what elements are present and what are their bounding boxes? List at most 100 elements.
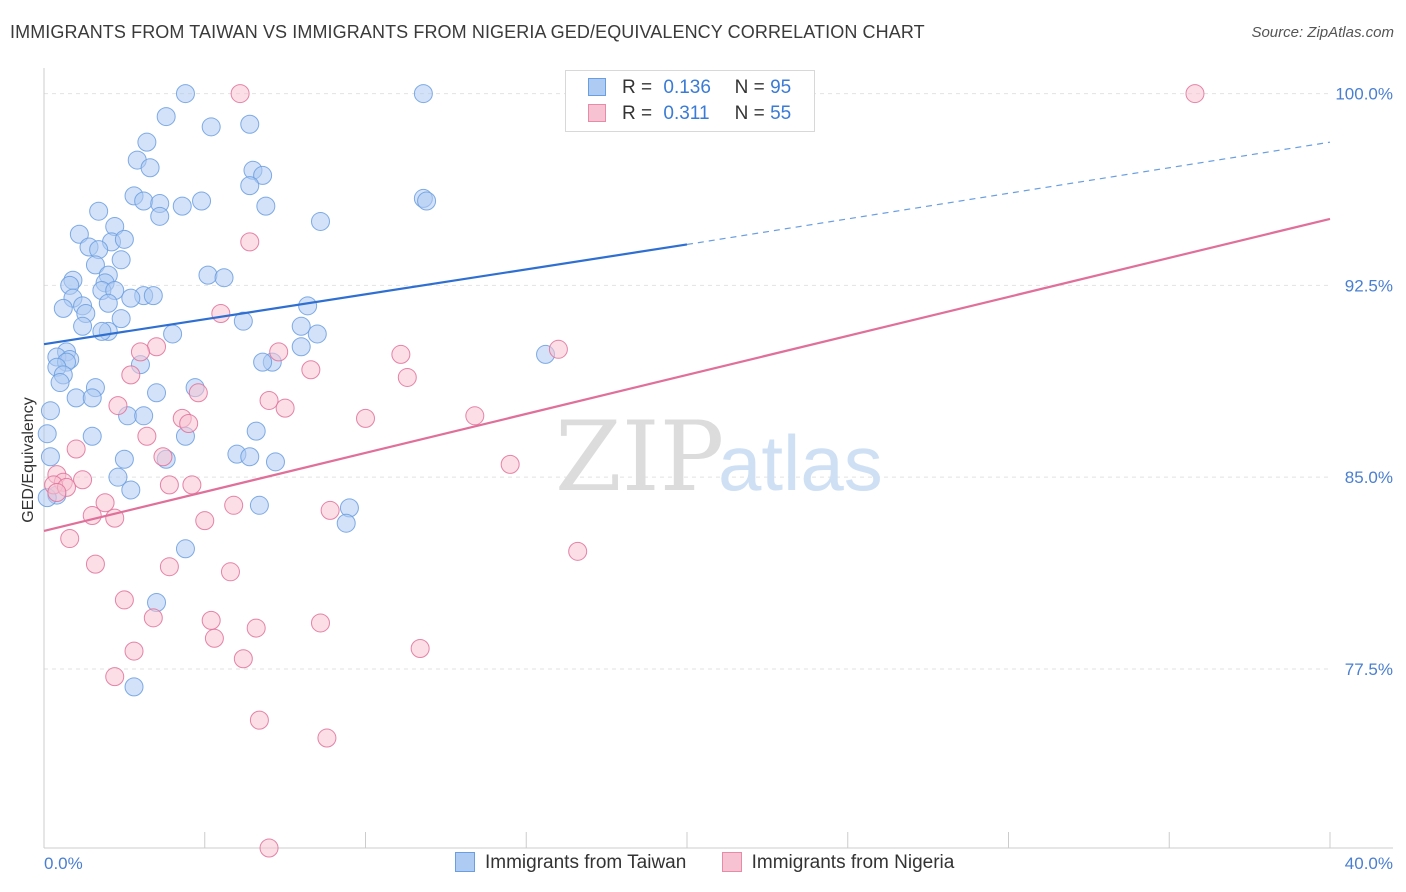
point-nigeria <box>85 554 105 574</box>
point-nigeria <box>269 342 289 362</box>
point-taiwan <box>240 114 260 134</box>
point-taiwan <box>417 191 437 211</box>
point-taiwan <box>143 286 163 306</box>
point-taiwan <box>92 321 112 341</box>
point-nigeria <box>60 529 80 549</box>
point-nigeria <box>182 475 202 495</box>
point-taiwan <box>256 196 276 216</box>
point-taiwan <box>114 229 134 249</box>
point-taiwan <box>82 388 102 408</box>
trend-line-taiwan-extension <box>686 141 1331 246</box>
point-taiwan <box>240 176 260 196</box>
r-value-taiwan: 0.136 <box>663 77 711 98</box>
point-nigeria <box>397 367 417 387</box>
point-taiwan <box>134 191 154 211</box>
r-value-nigeria: 0.311 <box>663 103 710 124</box>
point-taiwan <box>89 201 109 221</box>
n-label: N = <box>734 103 765 124</box>
point-taiwan <box>37 424 57 444</box>
r-label: R = <box>622 103 653 124</box>
point-nigeria <box>230 84 250 104</box>
y-tick-label: 100.0% <box>1335 85 1393 104</box>
watermark-zip: ZIP <box>555 401 724 513</box>
x-tick-label-min: 0.0% <box>44 854 83 873</box>
series-swatch-taiwan <box>455 852 475 872</box>
point-taiwan <box>175 84 195 104</box>
point-taiwan <box>172 196 192 216</box>
legend-swatch-taiwan <box>588 78 606 96</box>
point-taiwan <box>249 495 269 515</box>
point-taiwan <box>201 117 221 137</box>
point-taiwan <box>291 337 311 357</box>
data-points <box>37 84 1205 858</box>
point-taiwan <box>413 84 433 104</box>
point-nigeria <box>391 344 411 364</box>
point-taiwan <box>253 352 273 372</box>
point-taiwan <box>147 383 167 403</box>
point-taiwan <box>150 206 170 226</box>
series-name-taiwan: Immigrants from Taiwan <box>485 852 687 873</box>
point-taiwan <box>108 467 128 487</box>
series-legend: Immigrants from Taiwan Immigrants from N… <box>455 852 984 874</box>
point-taiwan <box>40 401 60 421</box>
watermark: ZIP atlas <box>555 401 883 513</box>
r-label: R = <box>622 77 653 98</box>
point-nigeria <box>130 342 150 362</box>
y-axis-title: GED/Equivalency <box>20 397 37 522</box>
point-nigeria <box>310 613 330 633</box>
point-nigeria <box>114 590 134 610</box>
trend-lines <box>43 141 1331 532</box>
trend-line-taiwan <box>43 243 688 346</box>
point-nigeria <box>240 232 260 252</box>
point-taiwan <box>214 268 234 288</box>
point-taiwan <box>114 449 134 469</box>
point-nigeria <box>500 454 520 474</box>
n-label: N = <box>734 77 765 98</box>
point-nigeria <box>159 475 179 495</box>
n-value-taiwan: 95 <box>770 77 792 98</box>
point-taiwan <box>134 406 154 426</box>
point-taiwan <box>66 388 86 408</box>
point-nigeria <box>95 493 115 513</box>
point-taiwan <box>163 324 183 344</box>
point-taiwan <box>40 447 60 467</box>
point-nigeria <box>220 562 240 582</box>
point-nigeria <box>204 628 224 648</box>
series-legend-nigeria[interactable]: Immigrants from Nigeria <box>721 852 955 874</box>
series-swatch-nigeria <box>721 852 742 872</box>
trend-line-nigeria <box>43 217 1331 532</box>
point-nigeria <box>410 639 430 659</box>
point-nigeria <box>233 649 253 669</box>
point-nigeria <box>246 618 266 638</box>
point-nigeria <box>159 557 179 577</box>
point-taiwan <box>121 480 141 500</box>
point-taiwan <box>73 316 93 336</box>
point-taiwan <box>89 240 109 260</box>
point-taiwan <box>50 373 70 393</box>
point-nigeria <box>137 426 157 446</box>
point-taiwan <box>298 296 318 316</box>
point-nigeria <box>124 641 144 661</box>
point-nigeria <box>317 728 337 748</box>
point-nigeria <box>121 365 141 385</box>
point-nigeria <box>153 447 173 467</box>
point-taiwan <box>336 513 356 533</box>
tick-labels: GED/Equivalency 0.0% 40.0% 77.5% 85.0% 9… <box>20 85 1393 873</box>
point-nigeria <box>320 500 340 520</box>
point-nigeria <box>188 383 208 403</box>
series-name-nigeria: Immigrants from Nigeria <box>751 852 955 873</box>
correlation-legend: R = 0.136 N = 95 R = 0.311 N = 55 <box>565 70 815 132</box>
legend-row-nigeria: R = 0.311 N = 55 <box>588 103 791 127</box>
point-nigeria <box>259 838 279 858</box>
point-nigeria <box>195 511 215 531</box>
source-label: Source: ZipAtlas.com <box>1251 24 1394 41</box>
point-taiwan <box>198 265 218 285</box>
x-tick-label-max: 40.0% <box>1345 854 1393 873</box>
series-legend-taiwan[interactable]: Immigrants from Taiwan <box>455 852 686 874</box>
point-taiwan <box>175 539 195 559</box>
point-nigeria <box>105 667 125 687</box>
point-taiwan <box>98 293 118 313</box>
point-taiwan <box>82 426 102 446</box>
point-taiwan <box>111 250 131 270</box>
point-taiwan <box>339 498 359 518</box>
